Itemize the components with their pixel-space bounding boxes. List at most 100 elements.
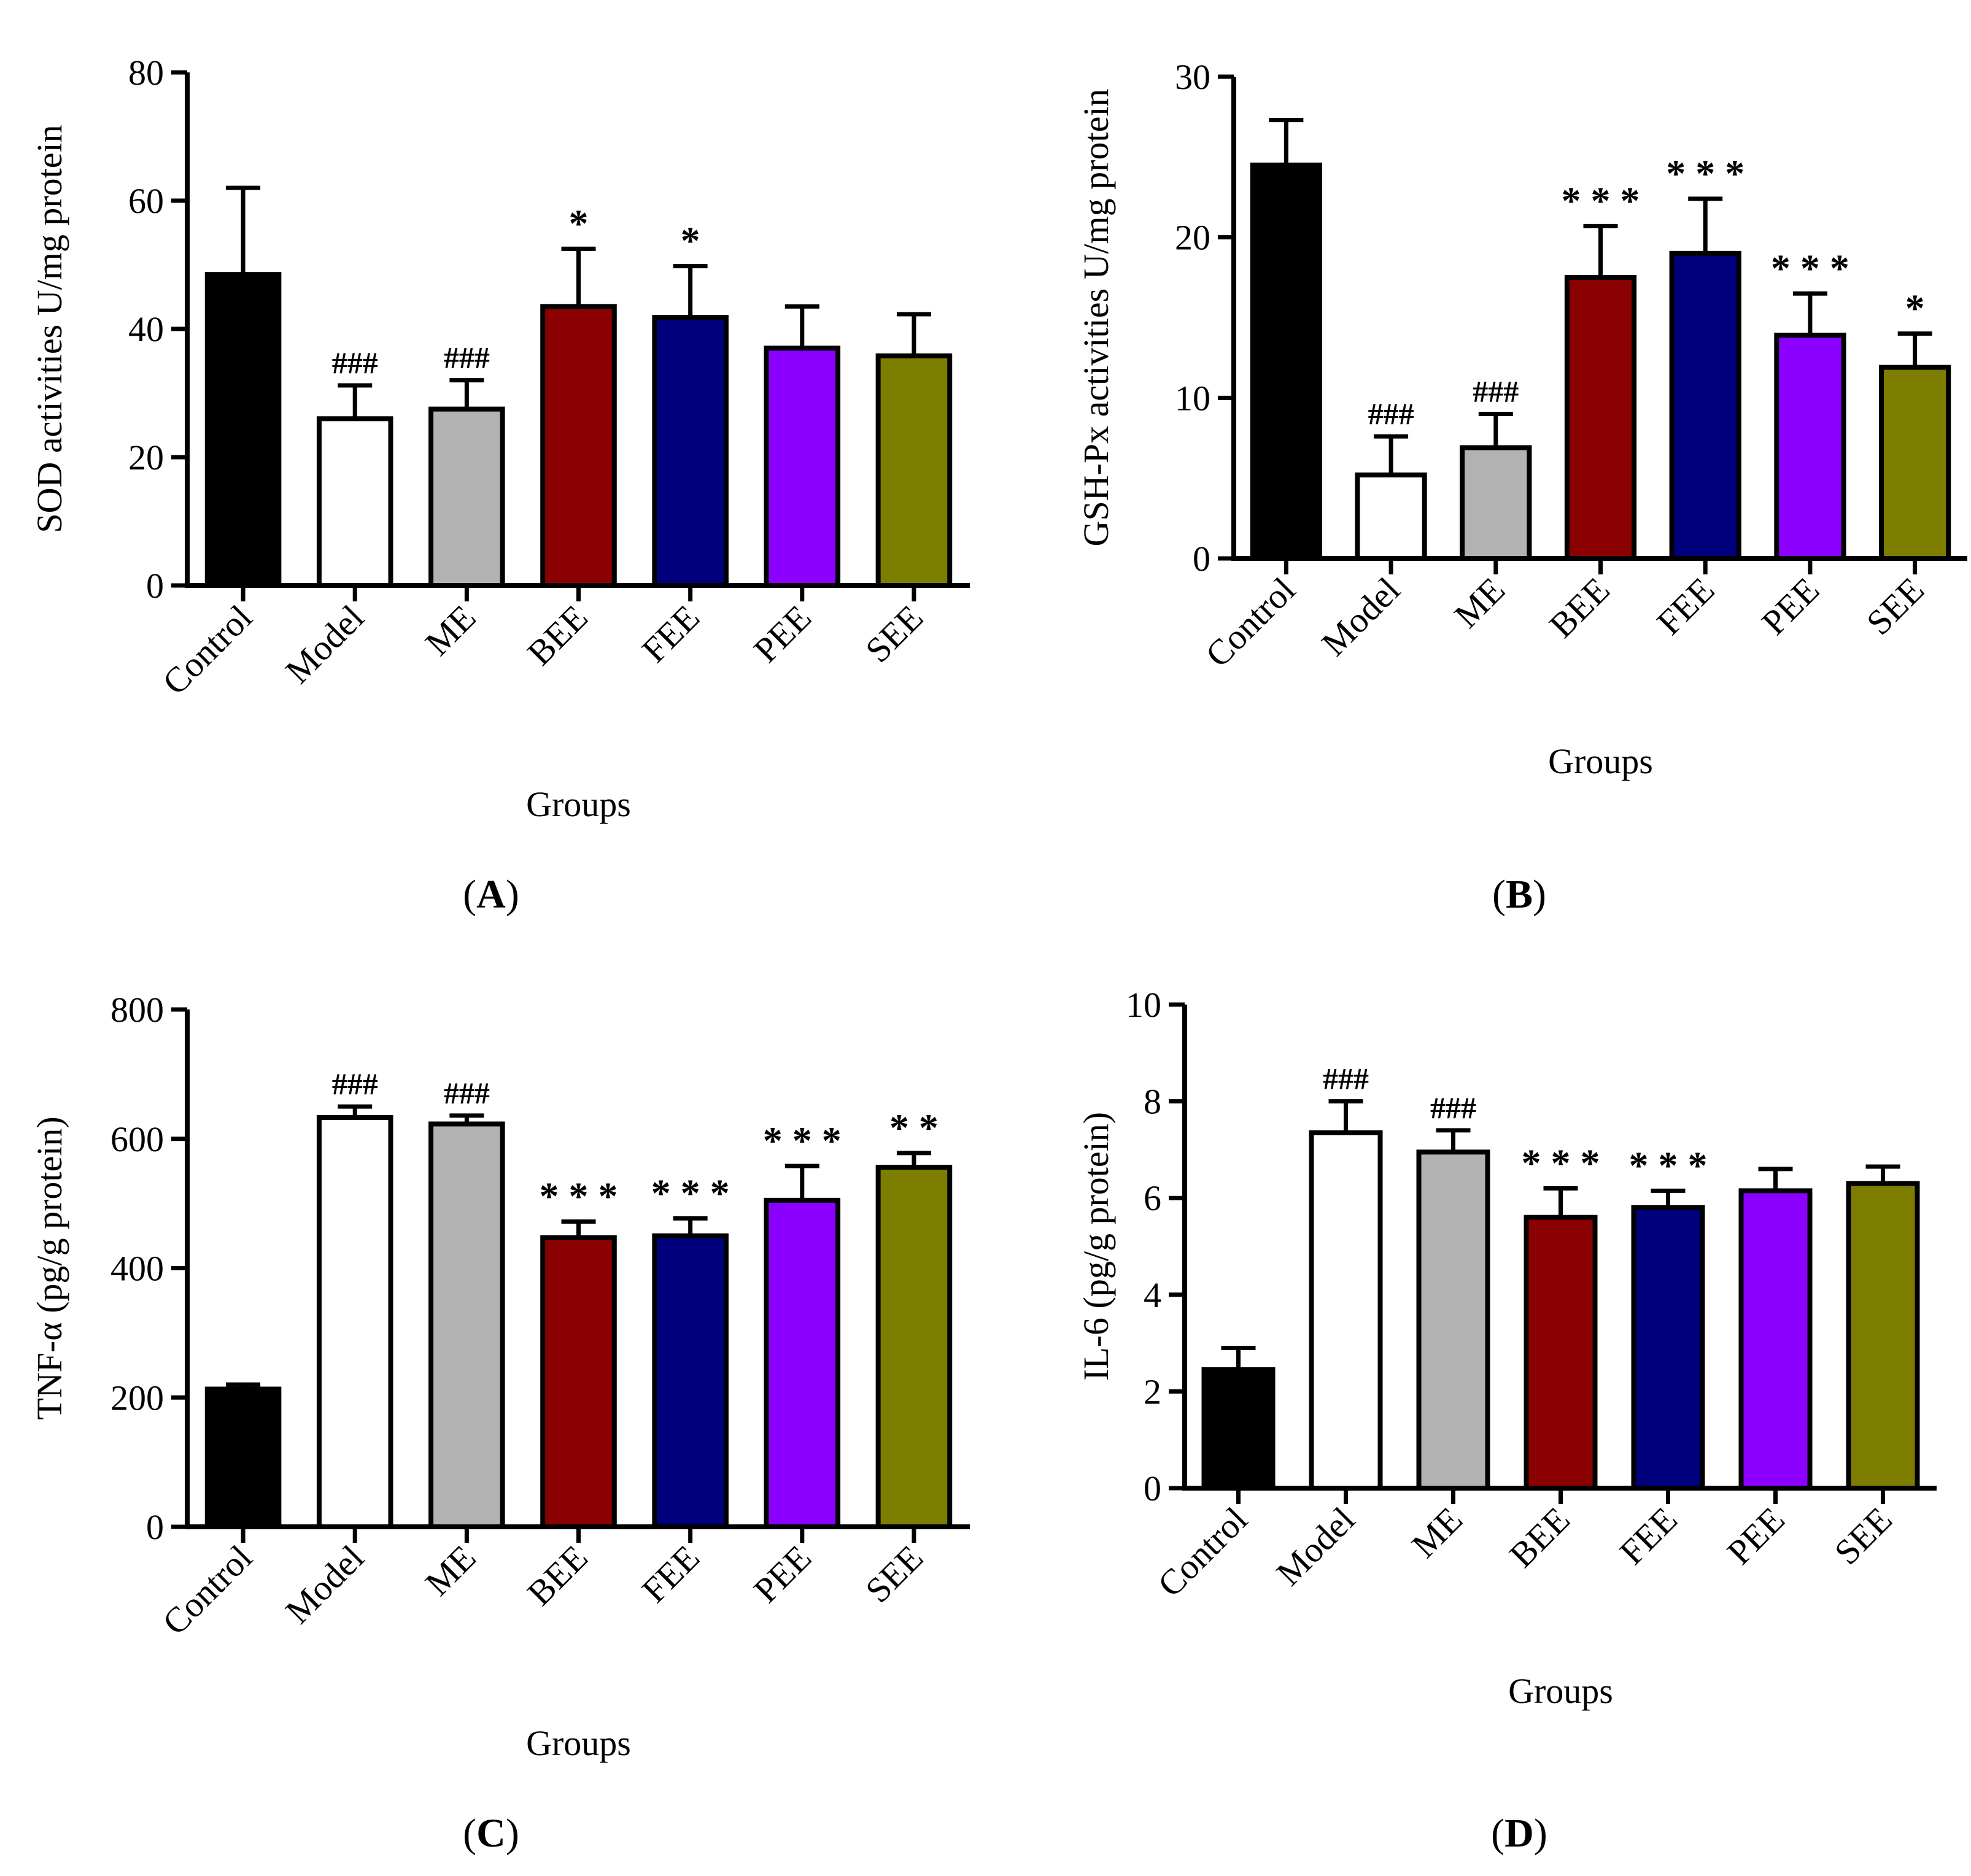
chart-panel-c: ### ### * * * * * * * * * * * 0 200 400 600 800 Con… <box>0 939 982 1829</box>
x-tick-label: BEE <box>1541 569 1617 645</box>
bar-pee <box>1738 1188 1813 1491</box>
significance-label: * * * <box>1771 246 1849 290</box>
y-tick-label: 0 <box>1144 1469 1161 1508</box>
y-tick-label: 10 <box>1126 985 1161 1025</box>
bar-model <box>316 1114 393 1529</box>
bar-me <box>428 1121 505 1530</box>
y-tick-label: 2 <box>1144 1372 1161 1411</box>
y-tick-label: 20 <box>128 438 164 477</box>
x-tick-label: BEE <box>1501 1499 1577 1575</box>
y-tick-label: 400 <box>110 1249 164 1289</box>
y-axis-label: IL-6 (pg/g protein) <box>1076 1112 1116 1381</box>
y-tick-label: 8 <box>1144 1082 1161 1122</box>
error-bar <box>561 246 596 307</box>
significance-label: * <box>569 201 589 245</box>
sod-chart: ### ### * * 0 20 40 60 80 Control Model ME BEE FEE PEE… <box>29 53 970 824</box>
significance-label: ### <box>1430 1090 1476 1125</box>
chart-panel-a: ### ### * * 0 20 40 60 80 Control Model ME BEE FEE PEE… <box>0 0 982 890</box>
bar-see <box>1846 1181 1920 1491</box>
error-bar <box>1328 1099 1363 1133</box>
panel-caption-d: (D) <box>1491 1811 1547 1856</box>
error-bar <box>1651 1188 1686 1208</box>
y-axis-label: TNF-α (pg/g protein) <box>29 1116 69 1419</box>
chart-panel-d: ### ### * * * * * * 0 2 4 6 8 10 Control Model ME BEE… <box>985 939 1967 1829</box>
significance-label: * * <box>889 1106 939 1149</box>
x-tick-label: Control <box>1198 569 1303 674</box>
y-tick-label: 10 <box>1175 378 1210 418</box>
bar-pee <box>1774 333 1846 561</box>
error-bar <box>1543 1186 1578 1218</box>
bar-me <box>1460 445 1532 562</box>
y-tick-label: 60 <box>128 181 164 221</box>
x-tick-label: Control <box>155 1537 260 1642</box>
y-tick-label: 600 <box>110 1119 164 1159</box>
x-tick-label: BEE <box>519 1537 595 1613</box>
bar-see <box>875 1165 953 1529</box>
bar-fee <box>652 1233 729 1529</box>
significance-label: * * * <box>1666 152 1744 195</box>
bar-bee <box>1524 1214 1598 1491</box>
y-axis-label: GSH-Px activities U/mg protein <box>1076 89 1116 547</box>
x-tick-label: Model <box>1314 569 1408 663</box>
x-tick-label: Control <box>155 597 260 702</box>
error-bar <box>1865 1164 1900 1184</box>
error-bar <box>784 1164 819 1200</box>
x-tick-label: FEE <box>1612 1499 1685 1572</box>
y-tick-label: 0 <box>1193 539 1210 579</box>
significance-label: ### <box>444 1076 490 1110</box>
bar-control <box>204 1386 282 1530</box>
error-bar <box>1583 223 1618 278</box>
x-tick-label: FEE <box>1649 569 1722 643</box>
x-tick-label: FEE <box>634 1537 707 1610</box>
bar-model <box>1309 1130 1383 1491</box>
error-bar <box>226 185 261 275</box>
x-tick-label: Control <box>1150 1499 1255 1604</box>
x-tick-label: ME <box>1404 1499 1470 1565</box>
bar-bee <box>540 304 617 588</box>
y-tick-label: 800 <box>110 990 164 1030</box>
error-bar <box>1792 291 1827 336</box>
bar-fee <box>1669 250 1741 561</box>
y-tick-label: 30 <box>1175 57 1210 97</box>
x-tick-label: PEE <box>746 597 819 670</box>
bar-bee <box>540 1235 617 1529</box>
significance-label: * * * <box>540 1175 618 1218</box>
significance-label: * <box>1905 287 1925 330</box>
significance-label: ### <box>332 1067 378 1101</box>
y-tick-label: 6 <box>1144 1178 1161 1218</box>
significance-label: * <box>681 219 700 263</box>
x-axis-label: Groups <box>526 1723 631 1763</box>
x-tick-label: Model <box>277 597 371 691</box>
y-tick-label: 4 <box>1144 1275 1161 1315</box>
significance-label: * * * <box>763 1119 842 1162</box>
significance-label: ### <box>444 341 490 375</box>
error-bar <box>1269 118 1304 165</box>
bar-control <box>1250 162 1322 561</box>
x-tick-label: PEE <box>1754 569 1827 643</box>
error-bar <box>561 1219 596 1238</box>
y-tick-label: 80 <box>128 53 164 93</box>
panel-caption-c: (C) <box>463 1811 519 1856</box>
significance-label: * * * <box>1629 1143 1708 1187</box>
significance-label: ### <box>1368 396 1414 431</box>
x-axis-label: Groups <box>1508 1671 1613 1711</box>
bar-me <box>428 406 505 588</box>
x-tick-label: FEE <box>634 597 707 670</box>
y-tick-label: 40 <box>128 309 164 349</box>
bar-fee <box>1631 1205 1705 1491</box>
panel-caption-a: (A) <box>463 872 519 917</box>
significance-label: * * * <box>1562 179 1640 222</box>
error-bar <box>1758 1167 1793 1191</box>
error-bar <box>1436 1128 1471 1152</box>
error-bar <box>1688 196 1723 253</box>
error-bar <box>449 378 484 409</box>
x-tick-label: ME <box>417 1537 483 1603</box>
x-axis-label: Groups <box>526 784 631 824</box>
y-tick-label: 20 <box>1175 218 1210 258</box>
significance-label: * * * <box>1522 1141 1600 1184</box>
error-bar <box>338 383 373 419</box>
x-tick-label: SEE <box>858 597 931 670</box>
error-bar <box>784 304 819 349</box>
x-tick-label: ME <box>417 597 483 663</box>
error-bar <box>673 264 708 318</box>
